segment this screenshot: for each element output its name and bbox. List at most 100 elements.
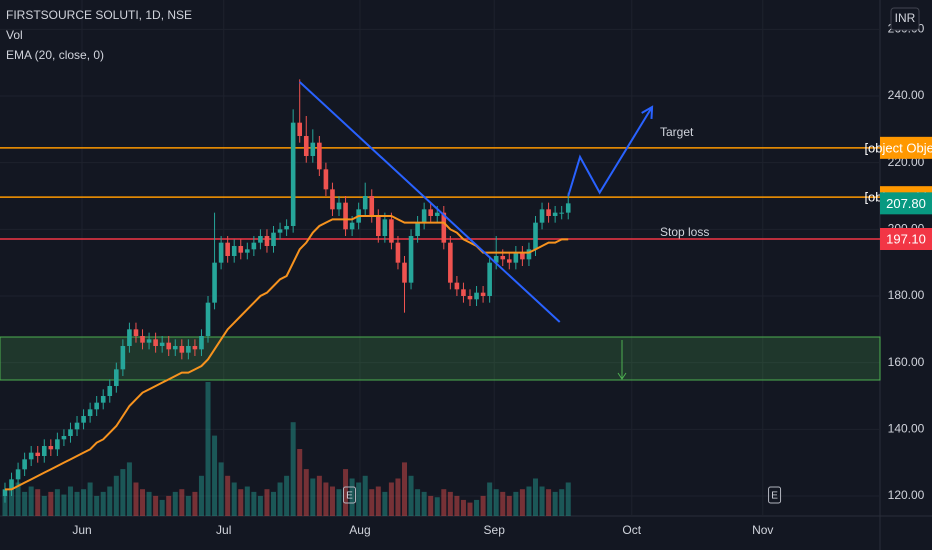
candle-body bbox=[454, 282, 460, 290]
volume-bar bbox=[94, 495, 100, 516]
candle-body bbox=[146, 339, 152, 343]
volume-bar bbox=[297, 449, 303, 516]
volume-bar bbox=[362, 475, 368, 516]
volume-bar bbox=[552, 491, 558, 516]
volume-bar bbox=[539, 486, 545, 516]
volume-bar bbox=[251, 491, 257, 516]
currency-label: INR bbox=[895, 11, 916, 25]
projection-path bbox=[567, 106, 653, 197]
candle-body bbox=[251, 242, 257, 250]
candle-body bbox=[290, 122, 296, 226]
event-marker: E bbox=[342, 486, 356, 504]
price-tag bbox=[880, 192, 932, 215]
volume-bar bbox=[277, 482, 283, 516]
price-tag bbox=[880, 228, 932, 250]
candle-body bbox=[133, 329, 139, 336]
volume-bar bbox=[408, 475, 414, 516]
candle-body bbox=[22, 459, 27, 470]
volume-bar bbox=[9, 489, 15, 516]
candle-body bbox=[565, 203, 571, 213]
volume-bar bbox=[474, 499, 480, 516]
event-label: E bbox=[771, 491, 778, 502]
candle-body bbox=[87, 409, 93, 416]
volume-bar bbox=[257, 495, 263, 516]
x-tick-label: Aug bbox=[349, 523, 370, 537]
volume-bar bbox=[67, 486, 73, 516]
candle-body bbox=[310, 142, 316, 156]
price-tag-label: 197.10 bbox=[886, 231, 926, 246]
price-tag bbox=[880, 136, 932, 159]
candle-body bbox=[68, 429, 73, 436]
candle-body bbox=[421, 209, 427, 223]
candle-body bbox=[303, 136, 309, 156]
volume-bar bbox=[172, 491, 178, 516]
volume-bar bbox=[388, 482, 394, 516]
volume-bar bbox=[316, 475, 322, 516]
candle-body bbox=[559, 212, 564, 214]
volume-bar bbox=[179, 489, 185, 516]
candle-body bbox=[500, 256, 506, 260]
candle-body bbox=[205, 302, 211, 336]
volume-bar bbox=[192, 491, 198, 516]
volume-bar bbox=[159, 499, 165, 516]
volume-bar bbox=[428, 495, 434, 516]
candle-body bbox=[395, 242, 401, 263]
event-box bbox=[768, 486, 782, 504]
volume-bar bbox=[395, 478, 401, 516]
candle-body bbox=[258, 236, 263, 243]
annotation: Stop loss bbox=[660, 225, 709, 239]
volume-bar bbox=[244, 486, 250, 516]
volume-bar bbox=[447, 491, 453, 516]
volume-bar bbox=[107, 486, 113, 516]
volume-bar bbox=[225, 475, 231, 516]
x-tick-label: Sep bbox=[484, 523, 506, 537]
candle-body bbox=[493, 256, 499, 263]
volume-bar bbox=[454, 495, 460, 516]
x-tick-label: Nov bbox=[752, 523, 773, 537]
volume-bar bbox=[519, 489, 525, 516]
volume-bar bbox=[54, 489, 60, 516]
candle-body bbox=[35, 452, 41, 456]
volume-bar bbox=[212, 435, 218, 516]
volume-bar bbox=[22, 491, 28, 516]
volume-bar bbox=[81, 489, 87, 516]
candle-body bbox=[264, 236, 270, 246]
volume-bar bbox=[290, 422, 296, 516]
volume-bar bbox=[100, 491, 106, 516]
volume-bar bbox=[126, 462, 132, 516]
volume-bar bbox=[434, 497, 440, 516]
volume-bar bbox=[2, 495, 8, 516]
candle-body bbox=[120, 346, 126, 370]
volume-bar bbox=[153, 495, 159, 516]
candle-body bbox=[487, 262, 492, 296]
projection-arrowhead bbox=[641, 105, 654, 120]
volume-bar bbox=[166, 495, 172, 516]
candle-body bbox=[238, 246, 244, 253]
candle-body bbox=[434, 212, 440, 216]
candle-body bbox=[448, 242, 453, 283]
volume-bar bbox=[480, 495, 486, 516]
candle-body bbox=[9, 479, 14, 490]
volume-bar bbox=[74, 491, 80, 516]
y-tick-label: 160.00 bbox=[888, 355, 925, 369]
candle-body bbox=[533, 222, 538, 250]
volume-bar bbox=[349, 478, 355, 516]
candle-body bbox=[330, 189, 335, 210]
candle-body bbox=[74, 422, 80, 430]
candle-body bbox=[408, 236, 414, 283]
candle-body bbox=[94, 402, 99, 410]
candle-body bbox=[107, 386, 113, 396]
candle-body bbox=[317, 142, 322, 170]
y-tick-label: 120.00 bbox=[888, 488, 925, 502]
volume-bar bbox=[185, 495, 191, 516]
candle-body bbox=[284, 226, 289, 230]
volume-bar bbox=[415, 489, 421, 516]
candle-body bbox=[231, 246, 237, 256]
candle-body bbox=[297, 122, 303, 136]
volume-bar bbox=[441, 489, 447, 516]
indicator-label: Vol bbox=[6, 28, 23, 42]
y-tick-label: 180.00 bbox=[888, 288, 925, 302]
volume-bar bbox=[140, 489, 146, 516]
volume-bar bbox=[329, 486, 335, 516]
